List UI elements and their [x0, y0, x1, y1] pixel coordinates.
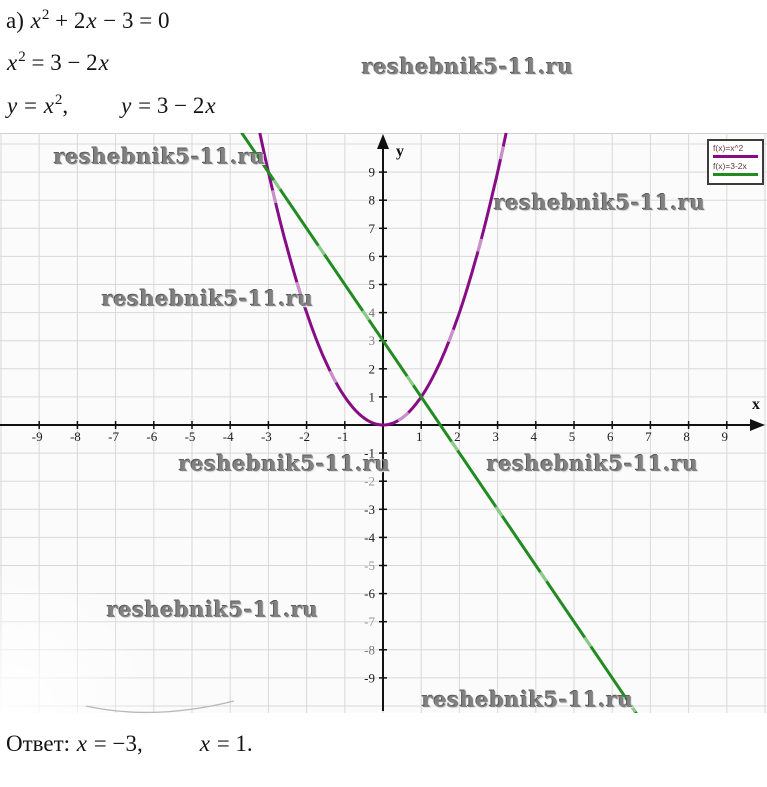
linear-curve — [240, 131, 638, 715]
math-text: = 3 − 2 — [25, 50, 98, 75]
math-text: 2 — [54, 92, 63, 108]
math-text: = 1. — [210, 731, 253, 756]
x-axis-label: x — [752, 396, 760, 413]
math-text: 2 — [41, 7, 50, 23]
svg-text:-3: -3 — [364, 502, 375, 517]
math-text: = — [18, 93, 43, 118]
math-text: , — [62, 93, 69, 118]
svg-text:-1: -1 — [337, 429, 348, 444]
svg-text:-4: -4 — [364, 530, 375, 545]
svg-text:-7: -7 — [364, 614, 375, 629]
math-text: x — [7, 50, 18, 75]
scan-fade-artifact — [0, 578, 150, 713]
math-text: y — [7, 93, 18, 118]
parabola-curve-highlight — [258, 131, 508, 427]
svg-text:-3: -3 — [261, 429, 272, 444]
y-axis-arrow — [377, 134, 389, 149]
svg-text:-6: -6 — [146, 429, 157, 444]
svg-text:2: 2 — [454, 429, 461, 444]
svg-text:5: 5 — [569, 429, 576, 444]
svg-text:-8: -8 — [364, 642, 375, 657]
axis-ticks — [38, 171, 728, 679]
watermark: reshebnik5-11.ru — [54, 144, 266, 169]
graph-canvas: -9 -8 -7 -6 -5 -4 -3 -2 -1 1 2 3 4 5 6 7 8 9 -9 -8 -7 -6 -5 -4 -… — [0, 130, 767, 715]
math-text: − 3 = 0 — [97, 8, 170, 33]
equation-line-3: y = x2, y = 3 − 2x — [6, 92, 217, 119]
math-text: 2 — [18, 49, 26, 65]
svg-text:4: 4 — [369, 305, 376, 320]
svg-text:-9: -9 — [32, 429, 43, 444]
svg-text:-5: -5 — [185, 429, 196, 444]
watermark: reshebnik5-11.ru — [494, 190, 706, 215]
svg-text:5: 5 — [369, 277, 376, 292]
svg-text:-6: -6 — [364, 586, 375, 601]
watermark: reshebnik5-11.ru — [102, 286, 314, 311]
legend-label-parabola: f(x)=x^2 — [713, 143, 744, 153]
svg-text:-9: -9 — [364, 670, 375, 685]
svg-text:6: 6 — [607, 429, 614, 444]
math-text: x — [43, 93, 54, 118]
svg-text:6: 6 — [369, 249, 376, 264]
legend-swatch-line — [713, 173, 758, 176]
equation-line-2: x2 = 3 − 2x — [6, 49, 110, 76]
svg-text:-4: -4 — [223, 429, 234, 444]
svg-text:7: 7 — [369, 221, 376, 236]
scan-artifact-arc — [85, 700, 235, 714]
watermark: reshebnik5-11.ru — [422, 687, 634, 712]
math-text: + 2 — [49, 8, 86, 33]
svg-text:-8: -8 — [70, 429, 81, 444]
svg-text:-2: -2 — [299, 429, 310, 444]
x-axis-arrow — [750, 419, 765, 431]
math-text: x — [30, 8, 41, 33]
math-text: x — [199, 731, 210, 756]
svg-text:4: 4 — [531, 429, 538, 444]
math-text: Ответ: — [6, 731, 76, 756]
svg-text:1: 1 — [416, 429, 423, 444]
math-text: x — [205, 93, 216, 118]
svg-text:9: 9 — [722, 429, 729, 444]
answer-line: Ответ: x = −3, x = 1. — [6, 731, 253, 757]
legend: f(x)=x^2 f(x)=3-2x — [707, 139, 764, 185]
math-text: = 3 − 2 — [132, 93, 205, 118]
svg-text:2: 2 — [369, 361, 376, 376]
watermark: reshebnik5-11.ru — [362, 54, 574, 79]
svg-text:3: 3 — [369, 333, 376, 348]
math-text: x — [86, 8, 97, 33]
svg-text:3: 3 — [492, 429, 499, 444]
watermark: reshebnik5-11.ru — [487, 451, 699, 476]
math-text: = −3, — [88, 731, 143, 756]
math-text: а) — [6, 8, 30, 33]
legend-label-line: f(x)=3-2x — [713, 161, 747, 171]
svg-text:-2: -2 — [364, 474, 375, 489]
legend-swatch-parabola — [713, 155, 758, 158]
math-text: y — [121, 93, 132, 118]
math-text: x — [76, 731, 88, 756]
watermark: reshebnik5-11.ru — [107, 597, 319, 622]
svg-text:8: 8 — [369, 193, 376, 208]
svg-text:7: 7 — [645, 429, 652, 444]
watermark: reshebnik5-11.ru — [179, 451, 391, 476]
math-text: x — [98, 50, 109, 75]
svg-text:-1: -1 — [364, 446, 375, 461]
svg-text:1: 1 — [369, 389, 376, 404]
svg-text:-7: -7 — [108, 429, 119, 444]
y-axis-label: y — [396, 143, 404, 160]
svg-text:-5: -5 — [364, 558, 375, 573]
svg-text:8: 8 — [683, 429, 690, 444]
tick-labels: -9 -8 -7 -6 -5 -4 -3 -2 -1 1 2 3 4 5 6 7 8 9 -9 -8 -7 -6 -5 -4 -… — [32, 165, 728, 686]
equation-line-1: а) x2 + 2x − 3 = 0 — [6, 7, 170, 34]
svg-text:9: 9 — [369, 165, 376, 180]
